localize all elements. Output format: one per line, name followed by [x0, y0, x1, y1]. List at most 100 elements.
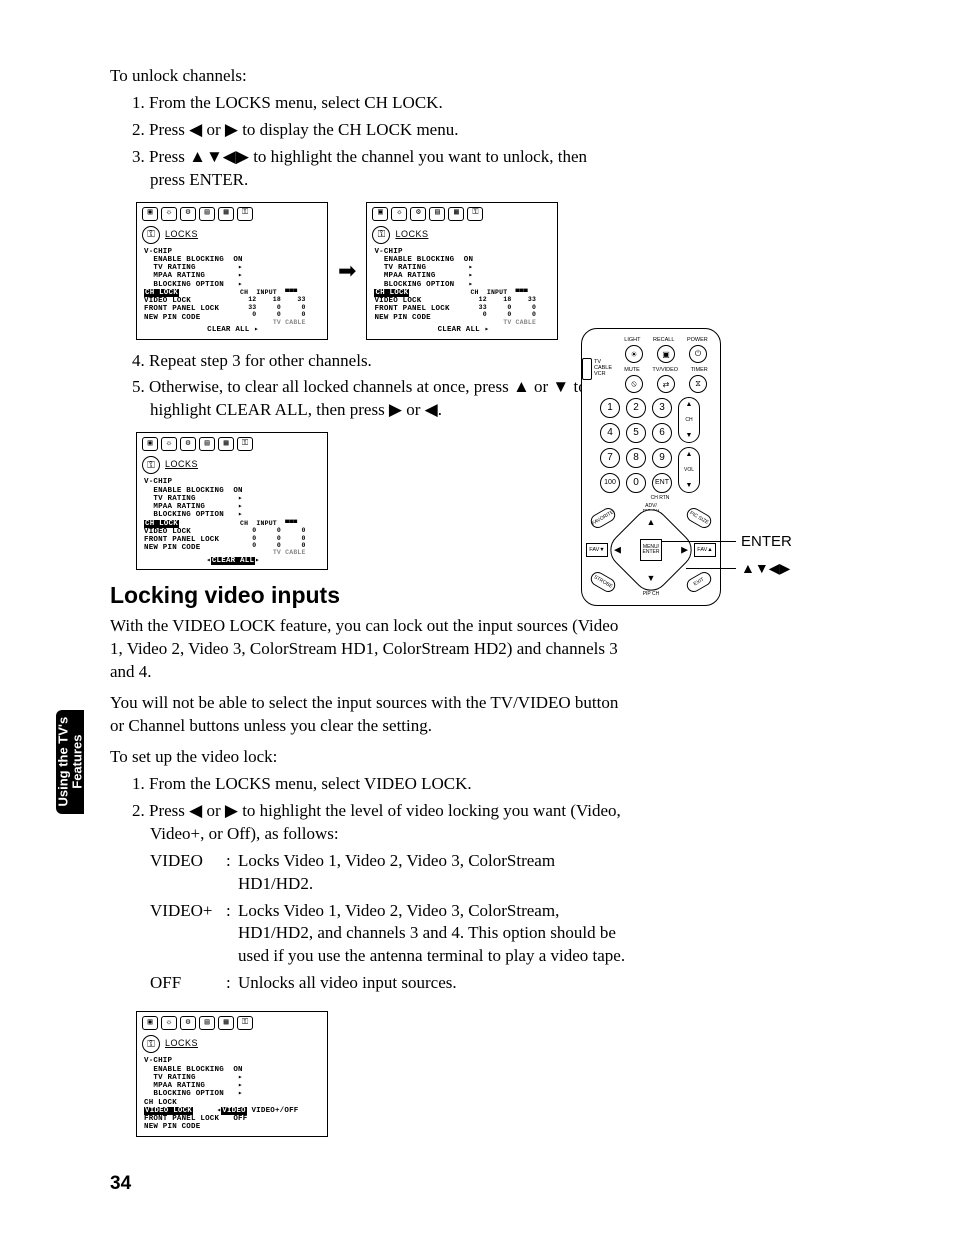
key-3[interactable]: 3: [652, 398, 672, 418]
menu-line: MPAA RATING ▸: [144, 503, 322, 511]
menu-line: BLOCKING OPTION ▸: [144, 1090, 322, 1098]
channel-rocker[interactable]: ▲ CH ▼: [678, 397, 700, 443]
key-7[interactable]: 7: [600, 448, 620, 468]
menu-screenshots-row-1: ▣ ☼ ⚙ ▤ ▦ ⚿ ⚿ LOCKS V-CHIP ENABLE BLOCKI…: [136, 202, 590, 340]
vol-label: VOL: [684, 467, 694, 473]
menu-line: TV RATING ▸: [144, 1074, 322, 1082]
menu-line: BLOCKING OPTION ▸: [144, 281, 322, 289]
enter-callout: ENTER: [741, 533, 792, 550]
light-button[interactable]: ☀: [625, 345, 643, 363]
key-0[interactable]: 0: [626, 473, 646, 493]
lbl: LIGHT: [624, 337, 640, 343]
tab-icon: ▤: [199, 437, 215, 451]
locks-menu-b: ▣ ☼ ⚙ ▤ ▦ ⚿ ⚿ LOCKS V-CHIP ENABLE BLOCKI…: [366, 202, 558, 340]
tab-icon: ⚿: [237, 1016, 253, 1030]
fav-down-button[interactable]: FAV▼: [586, 543, 608, 557]
key-9[interactable]: 9: [652, 448, 672, 468]
step-2: 2. Press ◀ or ▶ to display the CH LOCK m…: [132, 119, 590, 142]
volume-rocker[interactable]: ▲ VOL ▼: [678, 447, 700, 493]
tab-icon: ☼: [161, 1016, 177, 1030]
locks-title-text: LOCKS: [165, 230, 198, 240]
tab-icon: ⚙: [180, 207, 196, 221]
video-lock-row: VIDEO LOCK ◂VIDEO VIDEO+/OFF: [144, 1107, 322, 1115]
tab-icon: ▣: [142, 207, 158, 221]
top-labels: LIGHT RECALL POWER: [588, 337, 714, 343]
menu-line: MPAA RATING ▸: [144, 1082, 322, 1090]
exit-button[interactable]: EXIT: [684, 569, 714, 594]
power-button[interactable]: ⏻: [689, 345, 707, 363]
menu-line: MPAA RATING ▸: [374, 272, 552, 280]
dpad-left-icon: ◀: [614, 545, 621, 556]
tab-icon: ⚙: [180, 437, 196, 451]
chapter-tab: Using the TV's Features: [56, 710, 84, 814]
menu-line: MPAA RATING ▸: [144, 272, 322, 280]
def-colon: :: [226, 850, 238, 896]
page-number: 34: [110, 1173, 131, 1195]
tab-icon: ▦: [448, 207, 464, 221]
recall-button[interactable]: ▣: [657, 345, 675, 363]
fav-up-button[interactable]: FAV▲: [694, 543, 716, 557]
key-8[interactable]: 8: [626, 448, 646, 468]
clear-all-highlight: CLEAR ALL: [211, 557, 255, 565]
def-text: Locks Video 1, Video 2, Video 3, ColorSt…: [238, 900, 894, 969]
locks-menu-a: ▣ ☼ ⚙ ▤ ▦ ⚿ ⚿ LOCKS V-CHIP ENABLE BLOCKI…: [136, 202, 328, 340]
clear-all-row: CLEAR ALL ▸: [144, 326, 322, 334]
tab-icon: ▣: [142, 437, 158, 451]
lead-line-arrows: [686, 568, 736, 569]
key-5[interactable]: 5: [626, 423, 646, 443]
lead-line-enter: [661, 541, 736, 542]
video-lock-highlight: VIDEO LOCK: [144, 1107, 193, 1115]
mute-button[interactable]: ⦸: [625, 375, 643, 393]
lbl: TV/VIDEO: [652, 367, 678, 373]
ch-lock-highlight: CH LOCK: [144, 289, 179, 297]
key-100[interactable]: 100: [600, 473, 620, 493]
content-column: To unlock channels: 1. From the LOCKS me…: [110, 65, 590, 609]
tab-icon: ▦: [218, 207, 234, 221]
dpad-right-icon: ▶: [681, 545, 688, 556]
key-ent[interactable]: ENT: [652, 473, 672, 493]
tab-icon: ⚿: [467, 207, 483, 221]
strobe-button[interactable]: STROBE: [588, 569, 618, 594]
tab-icon: ▦: [218, 437, 234, 451]
favorite-button[interactable]: FAVORITE: [588, 505, 618, 530]
clear-all-row: CLEAR ALL ▸: [374, 326, 552, 334]
picsize-button[interactable]: PIC SIZE: [684, 505, 714, 530]
new-pin-row: NEW PIN CODE: [144, 544, 240, 552]
lock-icon: ⚿: [142, 456, 160, 474]
key-6[interactable]: 6: [652, 423, 672, 443]
side-val: 0 0 0: [240, 311, 306, 318]
menu-line: TV RATING ▸: [144, 264, 322, 272]
step-1-text: From the LOCKS menu, select CH LOCK.: [149, 93, 443, 112]
menu-body: V-CHIP ENABLE BLOCKING ON TV RATING ▸ MP…: [137, 478, 327, 569]
steps-mid: 4. Repeat step 3 for other channels. 5. …: [110, 350, 590, 423]
key-1[interactable]: 1: [600, 398, 620, 418]
tab-icon: ▣: [372, 207, 388, 221]
locks-title-text: LOCKS: [395, 230, 428, 240]
lbl: RECALL: [653, 337, 674, 343]
front-panel-row: FRONT PANEL LOCK: [144, 536, 240, 544]
step-b1: 1. From the LOCKS menu, select VIDEO LOC…: [132, 773, 894, 796]
key-4[interactable]: 4: [600, 423, 620, 443]
menu-enter-button[interactable]: MENU/ ENTER: [640, 539, 662, 561]
side-hdr: CH INPUT ▀▀▀: [240, 520, 306, 527]
step-2-text: Press ◀ or ▶ to display the CH LOCK menu…: [149, 120, 458, 139]
tab-icon: ⚿: [237, 437, 253, 451]
timer-button[interactable]: ⧖: [689, 375, 707, 393]
lock-icon: ⚿: [142, 1035, 160, 1053]
tab-icon: ▤: [429, 207, 445, 221]
up-arrow-icon: ▲: [686, 451, 693, 458]
tab-icon: ☼: [391, 207, 407, 221]
def-off: OFF : Unlocks all video input sources.: [110, 972, 894, 995]
lbl: MUTE: [624, 367, 640, 373]
locks-title: ⚿ LOCKS: [137, 1033, 327, 1057]
key-2[interactable]: 2: [626, 398, 646, 418]
step-b2: 2. Press ◀ or ▶ to highlight the level o…: [132, 800, 894, 846]
tvvideo-button[interactable]: ⇄: [657, 375, 675, 393]
menu-tabs: ▣ ☼ ⚙ ▤ ▦ ⚿: [137, 433, 327, 454]
tv-cable: TV CABLE: [470, 319, 536, 326]
lbl: POWER: [687, 337, 708, 343]
ch-lock-highlight: CH LOCK: [374, 289, 409, 297]
menu-enter-text: MENU/ ENTER: [643, 545, 660, 555]
ch-lock-row: CH LOCK: [144, 520, 240, 528]
keypad: 1 2 3 ▲ CH ▼ 4 5 6 7 8 9 ▲ VOL ▼: [588, 397, 714, 493]
